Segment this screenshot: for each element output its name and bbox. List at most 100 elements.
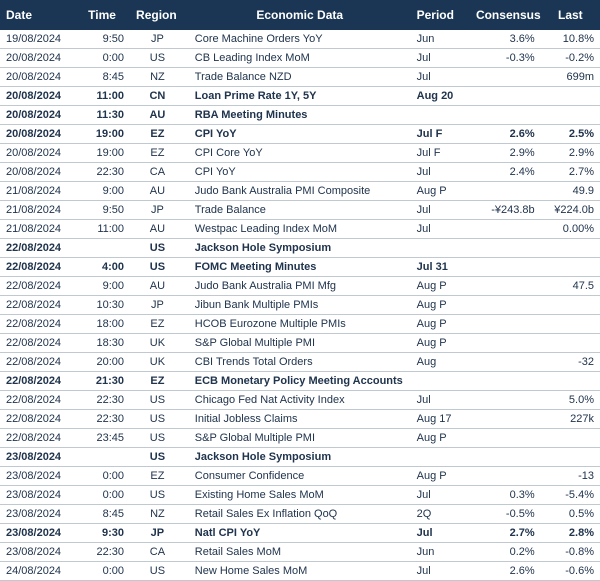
cell-data: Initial Jobless Claims bbox=[185, 410, 411, 429]
table-row: 23/08/20240:00EZConsumer ConfidenceAug P… bbox=[0, 467, 600, 486]
cell-region: US bbox=[130, 49, 185, 68]
cell-period: Jun bbox=[411, 30, 470, 49]
table-row: 23/08/20240:00USExisting Home Sales MoMJ… bbox=[0, 486, 600, 505]
table-row: 22/08/20244:00USFOMC Meeting MinutesJul … bbox=[0, 258, 600, 277]
cell-period: Jul bbox=[411, 68, 470, 87]
cell-region: US bbox=[130, 429, 185, 448]
cell-last: ¥224.0b bbox=[541, 201, 600, 220]
cell-time: 9:00 bbox=[82, 277, 130, 296]
cell-last bbox=[541, 239, 600, 258]
col-header-period: Period bbox=[411, 0, 470, 30]
cell-last: 5.0% bbox=[541, 391, 600, 410]
cell-period: Aug P bbox=[411, 277, 470, 296]
cell-data: Jackson Hole Symposium bbox=[185, 448, 411, 467]
cell-region: US bbox=[130, 486, 185, 505]
cell-data: RBA Meeting Minutes bbox=[185, 106, 411, 125]
cell-consensus bbox=[470, 277, 541, 296]
cell-date: 20/08/2024 bbox=[0, 125, 82, 144]
cell-last bbox=[541, 106, 600, 125]
cell-data: CB Leading Index MoM bbox=[185, 49, 411, 68]
cell-period: Aug P bbox=[411, 429, 470, 448]
cell-date: 19/08/2024 bbox=[0, 30, 82, 49]
cell-time: 9:50 bbox=[82, 30, 130, 49]
cell-region: EZ bbox=[130, 467, 185, 486]
table-row: 22/08/202420:00UKCBI Trends Total Orders… bbox=[0, 353, 600, 372]
cell-date: 22/08/2024 bbox=[0, 239, 82, 258]
cell-date: 23/08/2024 bbox=[0, 524, 82, 543]
cell-time: 19:00 bbox=[82, 125, 130, 144]
cell-date: 22/08/2024 bbox=[0, 315, 82, 334]
table-row: 22/08/202421:30EZECB Monetary Policy Mee… bbox=[0, 372, 600, 391]
cell-last bbox=[541, 334, 600, 353]
cell-date: 23/08/2024 bbox=[0, 505, 82, 524]
cell-time: 0:00 bbox=[82, 467, 130, 486]
cell-region: AU bbox=[130, 277, 185, 296]
cell-data: S&P Global Multiple PMI bbox=[185, 429, 411, 448]
cell-consensus bbox=[470, 296, 541, 315]
cell-date: 23/08/2024 bbox=[0, 467, 82, 486]
cell-consensus bbox=[470, 391, 541, 410]
cell-region: US bbox=[130, 410, 185, 429]
cell-last: 2.8% bbox=[541, 524, 600, 543]
cell-date: 20/08/2024 bbox=[0, 49, 82, 68]
cell-last: -0.6% bbox=[541, 562, 600, 581]
table-row: 22/08/202418:30UKS&P Global Multiple PMI… bbox=[0, 334, 600, 353]
cell-period: Jun bbox=[411, 543, 470, 562]
cell-last bbox=[541, 296, 600, 315]
cell-region: UK bbox=[130, 334, 185, 353]
cell-time: 0:00 bbox=[82, 486, 130, 505]
cell-data: Westpac Leading Index MoM bbox=[185, 220, 411, 239]
table-row: 20/08/202419:00EZCPI YoYJul F2.6%2.5% bbox=[0, 125, 600, 144]
table-row: 20/08/20240:00USCB Leading Index MoMJul-… bbox=[0, 49, 600, 68]
cell-consensus bbox=[470, 334, 541, 353]
cell-period bbox=[411, 239, 470, 258]
cell-period: 2Q bbox=[411, 505, 470, 524]
cell-consensus bbox=[470, 448, 541, 467]
cell-time: 19:00 bbox=[82, 144, 130, 163]
cell-time: 18:00 bbox=[82, 315, 130, 334]
cell-data: Jackson Hole Symposium bbox=[185, 239, 411, 258]
table-header: DateTimeRegionEconomic DataPeriodConsens… bbox=[0, 0, 600, 30]
cell-time: 11:30 bbox=[82, 106, 130, 125]
cell-time bbox=[82, 239, 130, 258]
cell-period bbox=[411, 372, 470, 391]
cell-consensus bbox=[470, 315, 541, 334]
cell-last: -32 bbox=[541, 353, 600, 372]
cell-region: EZ bbox=[130, 315, 185, 334]
cell-date: 21/08/2024 bbox=[0, 201, 82, 220]
cell-last: 47.5 bbox=[541, 277, 600, 296]
cell-region: AU bbox=[130, 182, 185, 201]
cell-consensus bbox=[470, 106, 541, 125]
table-row: 22/08/2024 USJackson Hole Symposium bbox=[0, 239, 600, 258]
cell-time: 11:00 bbox=[82, 87, 130, 106]
cell-consensus: -¥243.8b bbox=[470, 201, 541, 220]
cell-time: 22:30 bbox=[82, 163, 130, 182]
cell-period bbox=[411, 106, 470, 125]
cell-date: 22/08/2024 bbox=[0, 296, 82, 315]
cell-consensus: -0.5% bbox=[470, 505, 541, 524]
table-row: 20/08/202422:30CACPI YoYJul2.4%2.7% bbox=[0, 163, 600, 182]
cell-time: 20:00 bbox=[82, 353, 130, 372]
cell-period: Jul bbox=[411, 391, 470, 410]
table-row: 22/08/202410:30JPJibun Bank Multiple PMI… bbox=[0, 296, 600, 315]
cell-consensus: 0.3% bbox=[470, 486, 541, 505]
cell-region: JP bbox=[130, 201, 185, 220]
cell-consensus: 2.6% bbox=[470, 562, 541, 581]
cell-period: Jul 31 bbox=[411, 258, 470, 277]
cell-region: US bbox=[130, 239, 185, 258]
col-header-time: Time bbox=[82, 0, 130, 30]
cell-region: EZ bbox=[130, 372, 185, 391]
cell-date: 22/08/2024 bbox=[0, 429, 82, 448]
cell-last bbox=[541, 258, 600, 277]
cell-period: Jul bbox=[411, 524, 470, 543]
cell-date: 21/08/2024 bbox=[0, 220, 82, 239]
cell-region: US bbox=[130, 258, 185, 277]
cell-consensus: 2.4% bbox=[470, 163, 541, 182]
cell-data: CBI Trends Total Orders bbox=[185, 353, 411, 372]
cell-data: Consumer Confidence bbox=[185, 467, 411, 486]
table-row: 22/08/202418:00EZHCOB Eurozone Multiple … bbox=[0, 315, 600, 334]
col-header-consensus: Consensus bbox=[470, 0, 541, 30]
table-body: 19/08/20249:50JPCore Machine Orders YoYJ… bbox=[0, 30, 600, 581]
cell-period: Jul F bbox=[411, 144, 470, 163]
cell-period bbox=[411, 448, 470, 467]
